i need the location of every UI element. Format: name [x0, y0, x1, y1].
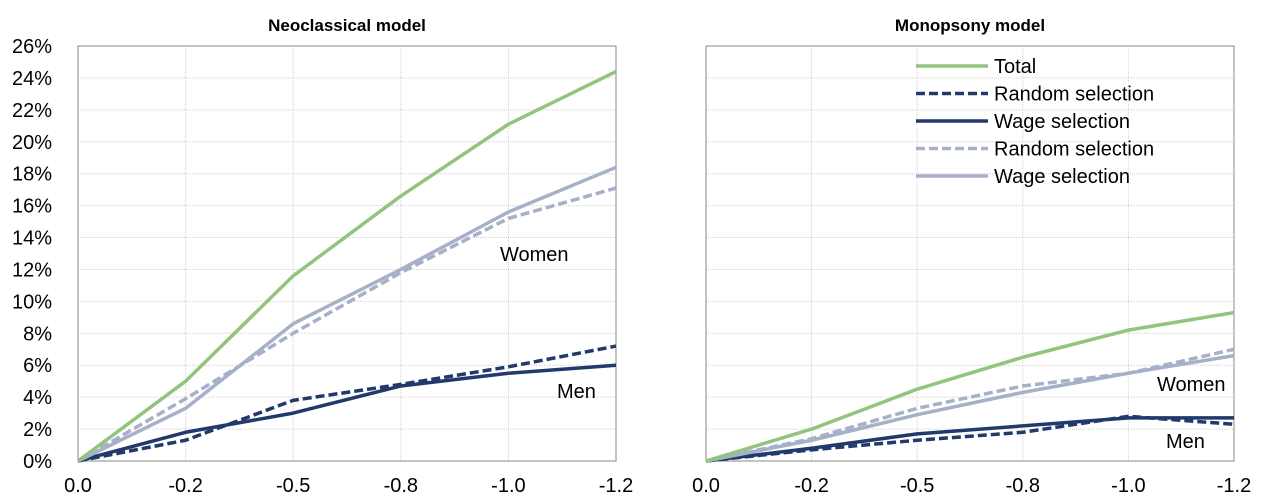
y-tick-label: 10%: [12, 291, 52, 313]
x-tick-label: -0.5: [900, 475, 934, 497]
x-tick-label: -0.2: [168, 475, 202, 497]
x-tick-label: -0.5: [276, 475, 310, 497]
x-tick-label: -0.2: [794, 475, 828, 497]
x-tick-label: -1.0: [1111, 475, 1145, 497]
chart-panel-1: Neoclassical model 0% 2% 4% 6% 8% 10% 12% 14% 16%…: [12, 16, 633, 497]
y-tick-label: 20%: [12, 132, 52, 154]
series-line-1: [76, 69, 617, 463]
legend-label: Wage selection: [994, 111, 1130, 133]
y-tick-label: 12%: [12, 259, 52, 281]
series-line-4: [77, 344, 617, 463]
y-tick-label: 16%: [12, 196, 52, 218]
x-tick-label: -0.8: [384, 475, 418, 497]
chart-title: Neoclassical model: [268, 16, 426, 35]
legend: Total Random selection Wage selection Rando…: [916, 56, 1154, 188]
y-tick-label: 0%: [23, 451, 52, 473]
series-line-2: [705, 347, 1235, 463]
y-tick-label: 18%: [12, 164, 52, 186]
annotation-label: Men: [557, 381, 596, 403]
annotation-label: Men: [1166, 431, 1205, 453]
annotation-label: Women: [1157, 374, 1226, 396]
legend-label: Wage selection: [994, 166, 1130, 188]
series-line-3: [77, 165, 617, 463]
series-line-4: [705, 414, 1235, 463]
plot-frame: [77, 45, 617, 462]
series-line-5: [77, 363, 617, 463]
y-tick-label: 26%: [12, 36, 52, 58]
annotation-label: Women: [500, 244, 569, 266]
x-tick-label: 0.0: [692, 475, 720, 497]
y-tick-label: 2%: [23, 419, 52, 441]
legend-label: Random selection: [994, 84, 1154, 106]
y-tick-label: 4%: [23, 387, 52, 409]
y-tick-label: 14%: [12, 228, 52, 250]
legend-label: Total: [994, 56, 1036, 78]
x-tick-label: -1.2: [1217, 475, 1251, 497]
y-tick-label: 24%: [12, 68, 52, 90]
y-tick-label: 8%: [23, 323, 52, 345]
x-tick-label: -1.0: [491, 475, 525, 497]
legend-label: Random selection: [994, 139, 1154, 161]
x-tick-label: 0.0: [64, 475, 92, 497]
series-line-2: [77, 186, 617, 463]
series-line-1: [705, 310, 1235, 463]
y-tick-label: 6%: [23, 355, 52, 377]
x-tick-label: -0.8: [1006, 475, 1040, 497]
y-tick-label: 22%: [12, 100, 52, 122]
chart-title: Monopsony model: [895, 16, 1045, 35]
plot-frame: [705, 45, 1235, 462]
chart-panel-2: Monopsony model 0.0 -0.2 -0.5 -0.8 -1.0 -1.2 Wo…: [692, 16, 1251, 497]
x-tick-label: -1.2: [599, 475, 633, 497]
series-line-5: [705, 416, 1234, 463]
